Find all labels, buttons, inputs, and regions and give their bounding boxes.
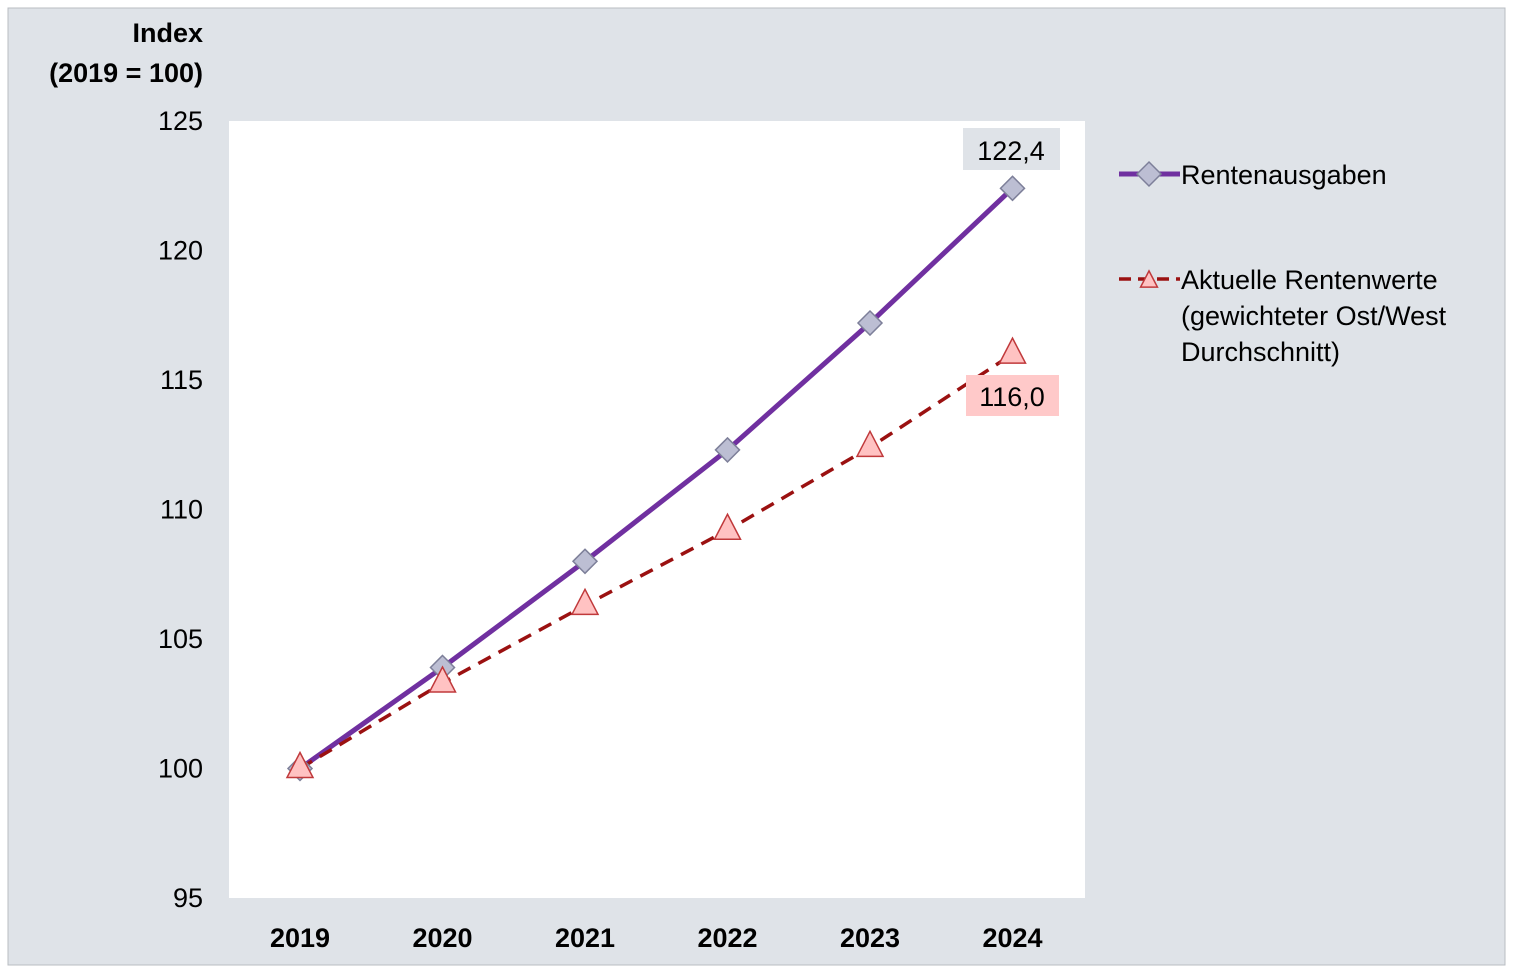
legend-marker-diamond — [1135, 160, 1163, 188]
data-label: 122,4 — [977, 136, 1045, 166]
legend-label-rentenwerte-line: (gewichteter Ost/West — [1181, 301, 1447, 331]
y-axis-title-line2: (2019 = 100) — [49, 58, 203, 88]
data-label-background — [966, 375, 1059, 416]
data-point-marker — [428, 665, 457, 693]
x-axis-ticks: 2019 2020 2021 2022 2023 2024 — [270, 923, 1043, 953]
y-tick-label: 110 — [160, 495, 203, 525]
data-point-marker — [571, 548, 599, 575]
x-tick-label: 2020 — [412, 923, 472, 953]
legend-label-rentenwerte-line: Durchschnitt) — [1181, 337, 1340, 367]
legend-label-rentenwerte-line: Aktuelle Rentenwerte — [1181, 265, 1438, 295]
data-point-marker — [714, 436, 741, 463]
y-tick-label: 95 — [173, 883, 203, 913]
x-tick-label: 2023 — [840, 923, 900, 953]
data-point-marker — [855, 429, 885, 458]
y-tick-label: 125 — [158, 106, 203, 136]
data-point-marker — [570, 587, 600, 616]
x-tick-label: 2019 — [270, 923, 330, 953]
plot-area — [229, 121, 1085, 898]
data-labels: 122,4 116,0 — [963, 128, 1060, 416]
data-point-marker — [998, 336, 1027, 364]
series-line-2 — [299, 352, 1014, 771]
y-axis-title-line1: Index — [132, 18, 203, 48]
x-tick-label: 2022 — [697, 923, 757, 953]
y-tick-label: 120 — [158, 236, 203, 266]
data-point-marker — [999, 175, 1026, 202]
legend-marker-triangle — [1139, 269, 1159, 288]
y-axis-ticks: 95 100 105 110 115 120 125 — [158, 106, 203, 913]
y-tick-label: 105 — [158, 624, 203, 654]
data-label-background — [963, 128, 1060, 170]
series-line-1 — [298, 186, 1015, 771]
legend-label-rentenausgaben: Rentenausgaben — [1181, 160, 1387, 190]
data-point-marker — [856, 309, 884, 337]
data-point-marker — [285, 750, 315, 779]
data-point-marker — [713, 512, 742, 540]
data-label: 116,0 — [979, 382, 1045, 412]
y-tick-label: 115 — [160, 365, 203, 395]
series-layer — [285, 175, 1027, 782]
x-tick-label: 2021 — [555, 923, 615, 953]
legend: Rentenausgaben Aktuelle Rentenwerte (gewic… — [1119, 160, 1447, 367]
x-tick-label: 2024 — [982, 923, 1042, 953]
y-tick-label: 100 — [158, 754, 203, 784]
